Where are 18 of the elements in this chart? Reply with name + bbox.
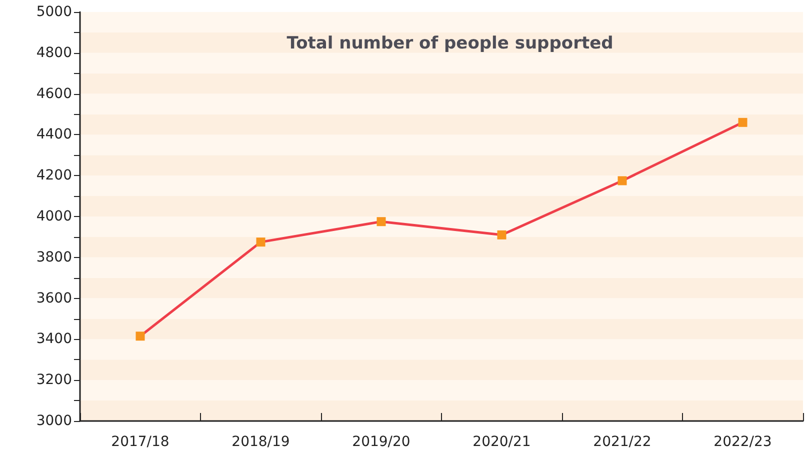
x-tick-label: 2022/23 [714,434,772,450]
y-tick-label: 3800 [36,249,72,266]
x-tick-label: 2020/21 [472,434,531,450]
y-tick-label: 4200 [36,168,72,184]
y-tick-label: 3400 [36,331,72,348]
x-tick-label: 2019/20 [352,434,410,450]
x-tick-label: 2021/22 [593,434,652,450]
y-tick-label: 4400 [36,126,72,143]
y-tick-label: 5000 [36,4,72,20]
y-tick-label: 3200 [36,372,72,388]
y-tick-label: 4000 [36,208,72,224]
y-tick-label: 3600 [36,290,72,306]
text: Total number of people supported [286,34,614,54]
y-tick-label: 4600 [36,86,72,102]
x-tick-label: 2017/18 [111,434,170,450]
x-tick-label: 2018/19 [232,434,290,450]
y-tick-label: 4800 [36,44,72,61]
y-tick-label: 3000 [36,413,72,429]
